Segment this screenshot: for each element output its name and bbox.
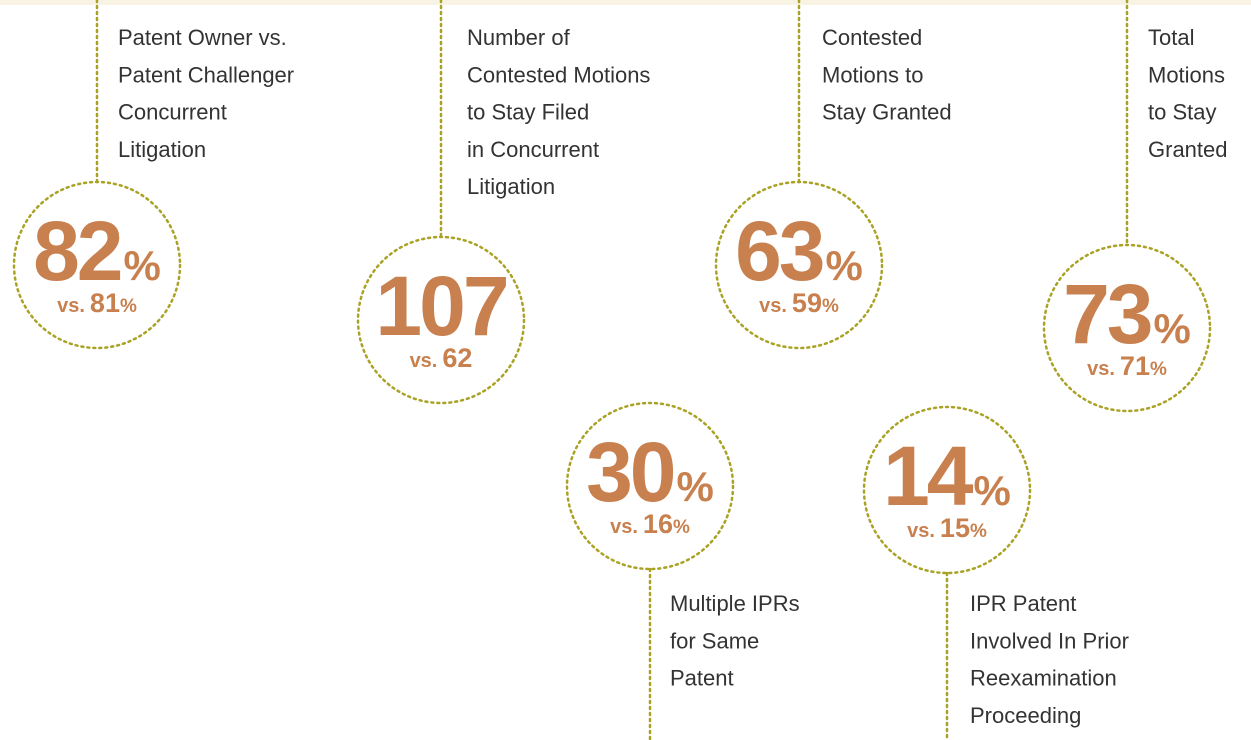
unit: % [124, 242, 161, 289]
compare-value: 81 [90, 288, 120, 318]
stat-label: Patent Owner vs. [118, 25, 287, 50]
compare-prefix: vs. [57, 295, 85, 317]
compare-unit: % [822, 296, 839, 317]
stat-label: Reexamination [970, 666, 1117, 691]
compare-prefix: vs. [610, 516, 638, 538]
compare-unit: % [673, 517, 690, 538]
stat-label: for Same [670, 628, 759, 653]
stat-label: Involved In Prior [970, 628, 1129, 653]
compare-prefix: vs. [759, 295, 787, 317]
unit: % [1154, 305, 1191, 352]
stat-label: Granted [1148, 137, 1228, 162]
compare-value: 16 [643, 509, 673, 539]
compare-unit: % [970, 521, 987, 542]
stat-label: IPR Patent [970, 591, 1076, 616]
stat-label: to Stay [1148, 100, 1216, 125]
stat-label: Concurrent [118, 100, 227, 125]
value: 14 [883, 429, 974, 523]
compare-prefix: vs. [410, 350, 438, 372]
stat-label: Patent [670, 666, 734, 691]
stat-compare: vs. 59% [759, 288, 839, 318]
top-band [0, 0, 1251, 5]
stat-label: Motions [1148, 62, 1225, 87]
stat-circle [356, 235, 526, 405]
stat-label: Contested [822, 25, 922, 50]
compare-prefix: vs. [907, 520, 935, 542]
stat-circle [1042, 243, 1212, 413]
compare-prefix: vs. [1087, 358, 1115, 380]
compare-value: 15 [940, 513, 970, 543]
stat-label: Multiple IPRs [670, 591, 800, 616]
unit: % [974, 467, 1011, 514]
stat-compare: vs. 81% [57, 288, 137, 318]
stat-compare: vs. 16% [610, 509, 690, 539]
value: 107 [375, 259, 506, 353]
stat-label: to Stay Filed [467, 100, 589, 125]
value: 63 [735, 204, 823, 298]
value: 82 [33, 204, 121, 298]
stat-label: Litigation [118, 137, 206, 162]
compare-unit: % [1150, 359, 1167, 380]
stat-compare: vs. 71% [1087, 351, 1167, 381]
stat-circle [714, 180, 884, 350]
compare-value: 59 [792, 288, 822, 318]
stat-circle [565, 401, 735, 571]
stat-label: Motions to [822, 62, 924, 87]
stat-value: 82% [33, 204, 161, 298]
stat-circle [862, 405, 1032, 575]
stat-compare: vs. 15% [907, 513, 987, 543]
value: 73 [1063, 267, 1151, 361]
unit: % [826, 242, 863, 289]
compare-value: 62 [442, 343, 472, 373]
compare-unit: % [120, 296, 137, 317]
stat-circle [12, 180, 182, 350]
stat-label: Proceeding [970, 703, 1081, 728]
stat-value: 107 [375, 259, 506, 353]
compare-value: 71 [1120, 351, 1150, 381]
stat-label: Number of [467, 25, 571, 50]
stat-value: 30% [586, 425, 714, 519]
stat-label: in Concurrent [467, 137, 599, 162]
stat-label: Patent Challenger [118, 62, 294, 87]
stat-label: Contested Motions [467, 62, 650, 87]
stat-value: 14% [883, 429, 1011, 523]
stat-label: Total [1148, 25, 1194, 50]
unit: % [677, 463, 714, 510]
stat-label: Stay Granted [822, 100, 952, 125]
stat-label: Litigation [467, 174, 555, 199]
stat-value: 63% [735, 204, 863, 298]
stat-compare: vs. 62 [410, 343, 473, 373]
value: 30 [586, 425, 674, 519]
stat-value: 73% [1063, 267, 1191, 361]
